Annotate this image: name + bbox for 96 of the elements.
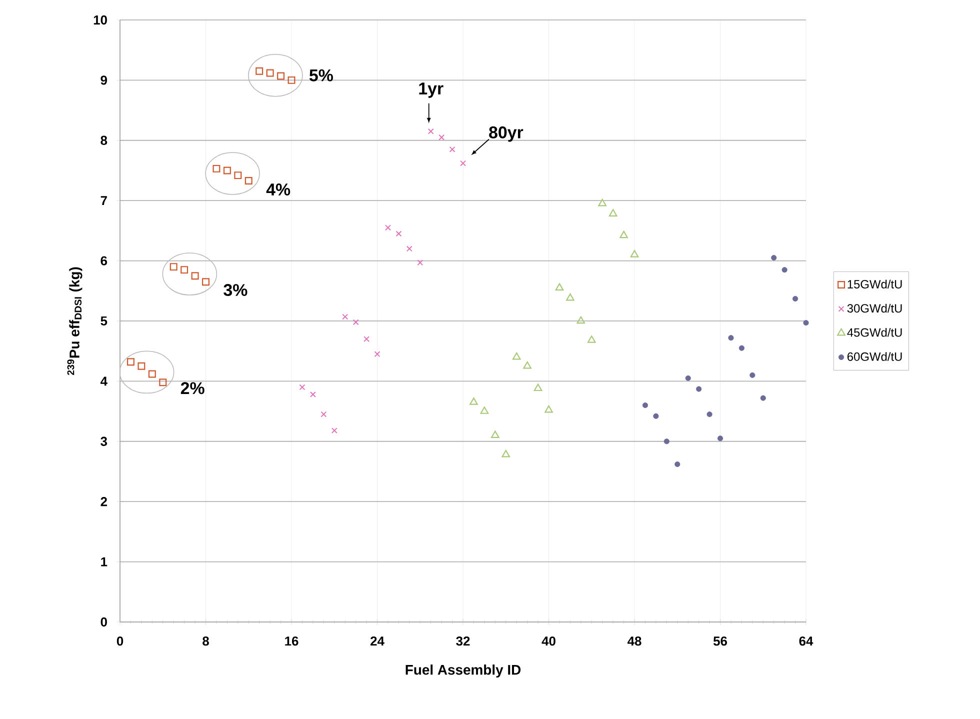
point bbox=[523, 361, 532, 369]
point bbox=[630, 250, 639, 258]
point bbox=[792, 296, 798, 302]
point bbox=[803, 320, 809, 326]
point bbox=[138, 362, 146, 370]
point bbox=[170, 263, 178, 271]
point bbox=[598, 198, 607, 206]
x-axis-title: Fuel Assembly ID bbox=[406, 664, 521, 678]
legend-label: 45GWd/tU bbox=[847, 328, 902, 337]
point bbox=[234, 172, 242, 180]
point bbox=[244, 176, 252, 184]
point bbox=[750, 372, 756, 378]
point bbox=[620, 230, 628, 238]
point bbox=[728, 335, 734, 341]
point bbox=[428, 128, 434, 134]
point bbox=[470, 398, 478, 405]
point bbox=[277, 72, 285, 80]
annotation: 3% bbox=[224, 284, 248, 296]
x-tick-label: 32 bbox=[456, 636, 470, 646]
point bbox=[460, 160, 466, 166]
annotation: 1yr bbox=[419, 82, 444, 98]
point bbox=[159, 378, 167, 386]
point bbox=[342, 314, 348, 320]
y-tick-label: 4 bbox=[100, 376, 108, 386]
x-tick-label: 16 bbox=[285, 636, 298, 646]
point bbox=[566, 293, 574, 301]
point bbox=[555, 283, 564, 291]
point bbox=[534, 384, 542, 392]
point bbox=[438, 134, 445, 140]
legend-label: 60GWd/tU bbox=[847, 352, 902, 361]
legend-label: 30GWd/tU bbox=[847, 304, 902, 313]
point bbox=[674, 461, 680, 468]
y-tick-label: 10 bbox=[94, 15, 107, 25]
point bbox=[449, 146, 456, 152]
point bbox=[608, 209, 618, 216]
annotation: 5% bbox=[309, 69, 333, 82]
point bbox=[299, 384, 306, 390]
point bbox=[490, 430, 500, 438]
y-tick-label: 6 bbox=[100, 256, 108, 266]
point bbox=[126, 358, 134, 366]
point bbox=[202, 278, 210, 286]
point bbox=[480, 406, 489, 414]
point bbox=[512, 352, 521, 360]
x-tick-label: 48 bbox=[628, 636, 642, 646]
point bbox=[352, 319, 359, 326]
legend-label: 15GWd/tU bbox=[848, 280, 902, 288]
point bbox=[385, 224, 391, 231]
y-axis-title: $^{239}$Pu eff$_{DDSI}$ (kg) bbox=[67, 267, 82, 376]
point bbox=[374, 351, 380, 358]
point bbox=[760, 395, 766, 401]
point bbox=[502, 450, 510, 458]
y-tick-label: 7 bbox=[100, 196, 107, 206]
x-tick-label: 0 bbox=[116, 636, 124, 646]
point bbox=[417, 260, 424, 266]
y-tick-label: 3 bbox=[100, 436, 108, 446]
point bbox=[771, 254, 777, 261]
x-tick-label: 56 bbox=[713, 636, 727, 646]
point bbox=[148, 370, 156, 378]
annotation: 4% bbox=[266, 184, 290, 196]
annotation: 2% bbox=[180, 382, 204, 394]
y-tick-label: 1 bbox=[101, 557, 108, 566]
x-tick-label: 40 bbox=[542, 636, 556, 646]
point bbox=[320, 411, 327, 418]
point bbox=[696, 386, 702, 392]
point bbox=[288, 76, 296, 84]
point bbox=[685, 375, 691, 381]
annotation: 80yr bbox=[489, 126, 524, 142]
point bbox=[706, 412, 712, 418]
y-tick-label: 5 bbox=[100, 316, 108, 326]
point bbox=[653, 413, 659, 419]
point bbox=[331, 428, 338, 434]
point bbox=[212, 164, 220, 172]
point bbox=[256, 67, 264, 75]
point bbox=[738, 345, 744, 351]
x-tick-label: 8 bbox=[202, 636, 209, 646]
point bbox=[782, 267, 788, 273]
x-tick-label: 24 bbox=[370, 636, 384, 646]
point bbox=[664, 438, 670, 444]
point bbox=[191, 272, 199, 280]
x-tick-label: 64 bbox=[799, 636, 814, 646]
point bbox=[587, 336, 596, 343]
point bbox=[544, 405, 553, 413]
point bbox=[642, 402, 648, 408]
point bbox=[576, 316, 586, 324]
y-tick-label: 8 bbox=[100, 136, 108, 145]
y-tick-label: 9 bbox=[100, 76, 108, 85]
point bbox=[717, 436, 724, 442]
point bbox=[396, 230, 402, 237]
point bbox=[310, 391, 316, 398]
y-tick-label: 0 bbox=[100, 617, 107, 627]
point bbox=[180, 266, 188, 274]
point bbox=[406, 246, 412, 252]
point bbox=[223, 166, 231, 174]
point bbox=[266, 69, 274, 77]
y-tick-label: 2 bbox=[100, 497, 107, 506]
point bbox=[364, 336, 370, 342]
